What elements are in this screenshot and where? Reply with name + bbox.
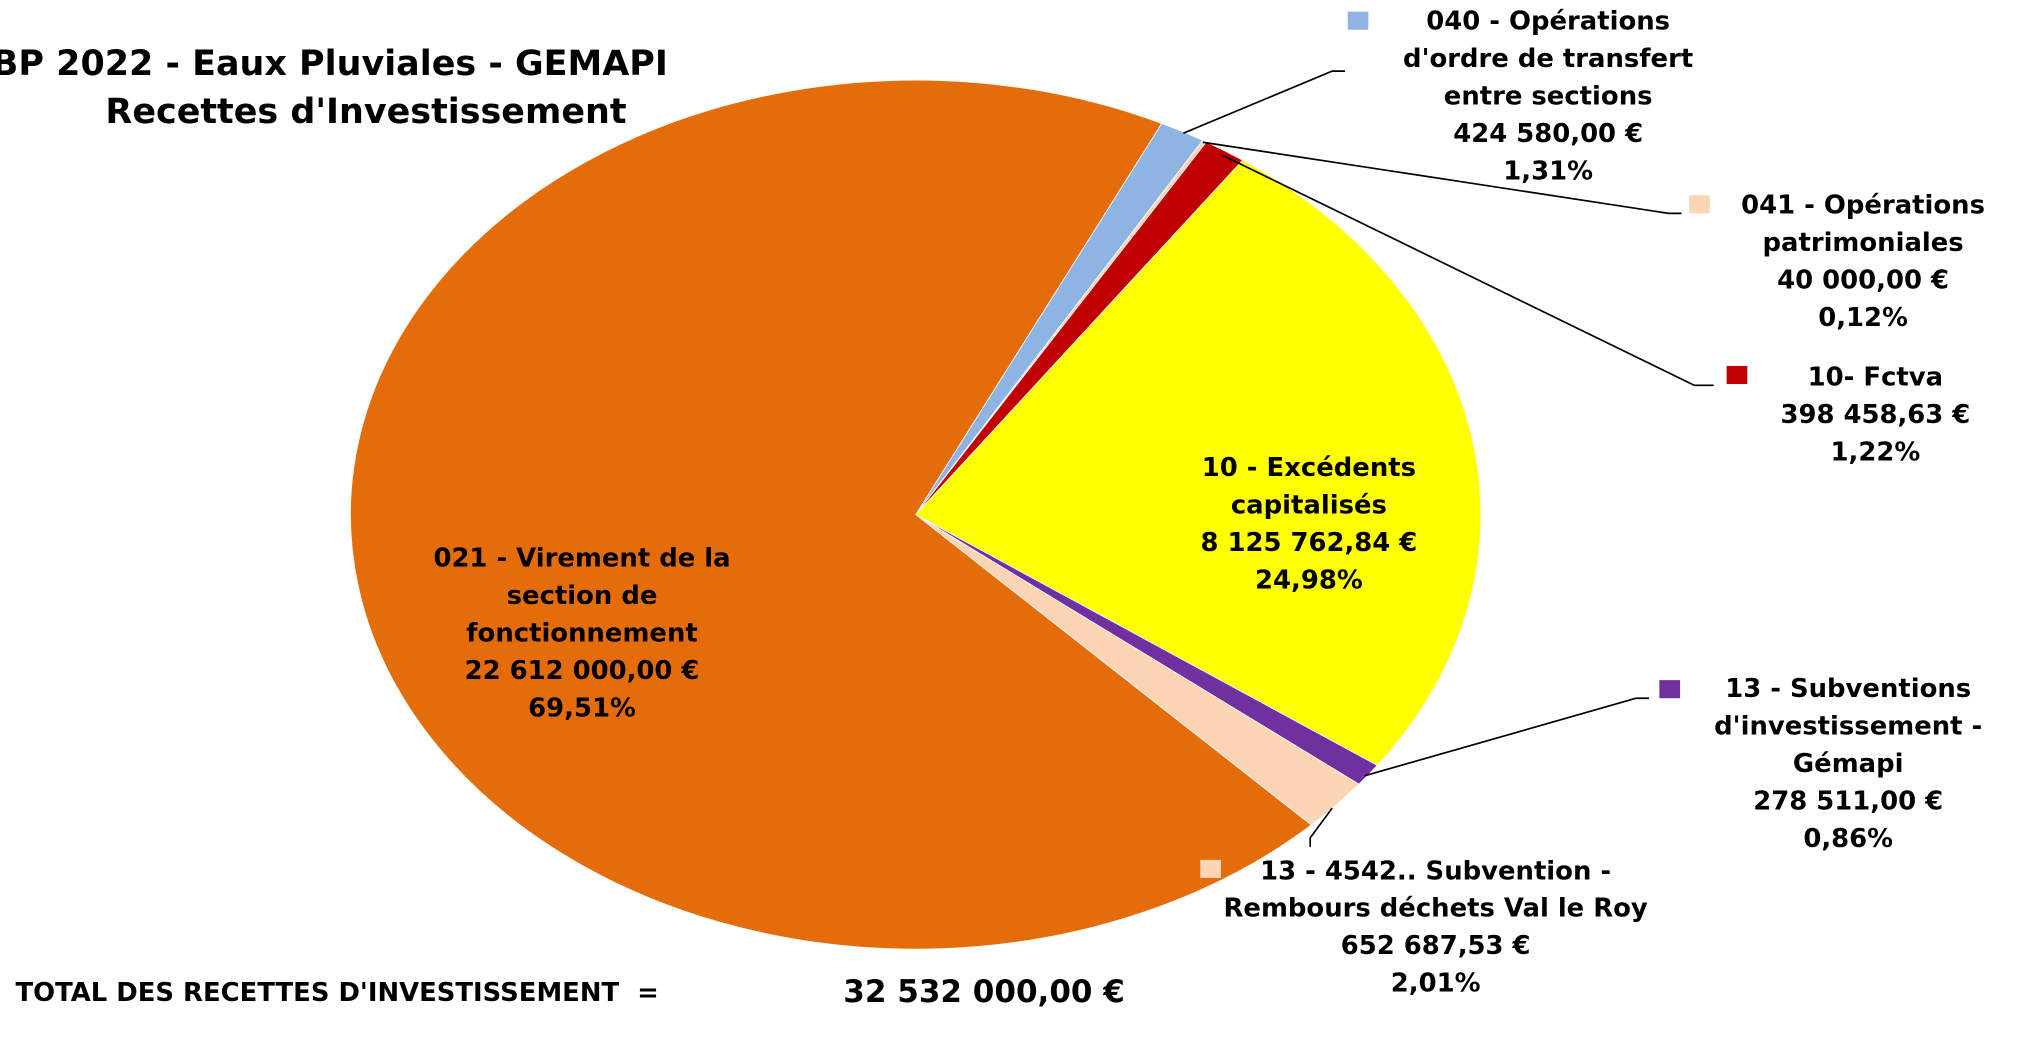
category-label: 10 - Excédents capitalisés xyxy=(1201,451,1416,520)
category-label: 040 - Opérations d'ordre de transfert en… xyxy=(1403,5,1694,112)
data-label: 13 - Subventions d'investissement - Géma… xyxy=(1668,670,2028,857)
legend-swatch xyxy=(1689,195,1710,214)
data-label-box: 13 - 4542.. Subvention - Rembours déchet… xyxy=(1216,852,1656,1002)
data-label: 10 - Excédents capitalisés 8 125 762,84 €… xyxy=(1160,449,1457,599)
amount-label: 22 612 000,00 € xyxy=(464,654,700,686)
legend-swatch xyxy=(1726,365,1748,385)
pie-slice xyxy=(350,79,1312,950)
pie xyxy=(350,79,1482,950)
data-label-box: 10 - Excédents capitalisés 8 125 762,84 €… xyxy=(1160,449,1457,599)
category-label: 13 - Subventions d'investissement - Géma… xyxy=(1714,672,1983,779)
chart-title: BP 2022 - Eaux Pluviales - GEMAPI xyxy=(0,44,668,84)
amount-label: 278 511,00 € xyxy=(1753,784,1944,816)
value-label: 1,22% xyxy=(1830,435,1921,467)
data-label-box: 041 - Opérations patrimoniales 40 000,00 … xyxy=(1705,186,2022,336)
data-label: 041 - Opérations patrimoniales 40 000,00 … xyxy=(1705,186,2022,336)
data-label: 021 - Virement de la section de fonction… xyxy=(394,539,769,726)
chart-subtitle: Recettes d'Investissement xyxy=(105,92,626,132)
leader-line xyxy=(1183,70,1346,134)
value-label: 0,12% xyxy=(1818,301,1908,333)
leader-line xyxy=(1221,154,1714,387)
value-label: 69,51% xyxy=(528,691,636,723)
data-label: 10- Fctva 398 458,63 € 1,22% xyxy=(1740,358,2012,470)
category-label: 021 - Virement de la section de fonction… xyxy=(433,541,731,648)
legend-swatch xyxy=(1659,680,1681,699)
amount-label: 652 687,53 € xyxy=(1340,929,1531,961)
amount-label: 398 458,63 € xyxy=(1780,398,1971,430)
data-label-box: 13 - Subventions d'investissement - Géma… xyxy=(1668,670,2028,857)
amount-label: 424 580,00 € xyxy=(1453,117,1644,149)
value-label: 24,98% xyxy=(1255,563,1363,595)
leader-line xyxy=(1364,697,1650,777)
value-label: 0,86% xyxy=(1803,822,1894,854)
pie-slice xyxy=(915,159,1482,766)
data-label-box: 021 - Virement de la section de fonction… xyxy=(394,539,769,726)
value-label: 2,01% xyxy=(1390,967,1481,999)
category-label: 041 - Opérations patrimoniales xyxy=(1741,188,1985,258)
data-label-box: 040 - Opérations d'ordre de transfert en… xyxy=(1374,3,1723,190)
category-label: 10- Fctva xyxy=(1807,360,1944,392)
leader-line xyxy=(1202,141,1682,215)
data-label: 040 - Opérations d'ordre de transfert en… xyxy=(1374,3,1723,190)
data-label: 13 - 4542.. Subvention - Rembours déchet… xyxy=(1216,852,1656,1002)
data-label-box: 10- Fctva 398 458,63 € 1,22% xyxy=(1740,358,2012,470)
value-label: 1,31% xyxy=(1503,155,1594,187)
total-value: 32 532 000,00 € xyxy=(843,974,1125,1010)
legend-swatch xyxy=(1347,11,1369,30)
legend-swatch xyxy=(1200,859,1221,878)
category-label: 13 - 4542.. Subvention - Rembours déchet… xyxy=(1223,854,1648,924)
leader-line xyxy=(1309,807,1333,847)
amount-label: 8 125 762,84 € xyxy=(1200,526,1418,558)
amount-label: 40 000,00 € xyxy=(1777,263,1950,295)
total-label: TOTAL DES RECETTES D'INVESTISSEMENT = xyxy=(16,978,659,1008)
